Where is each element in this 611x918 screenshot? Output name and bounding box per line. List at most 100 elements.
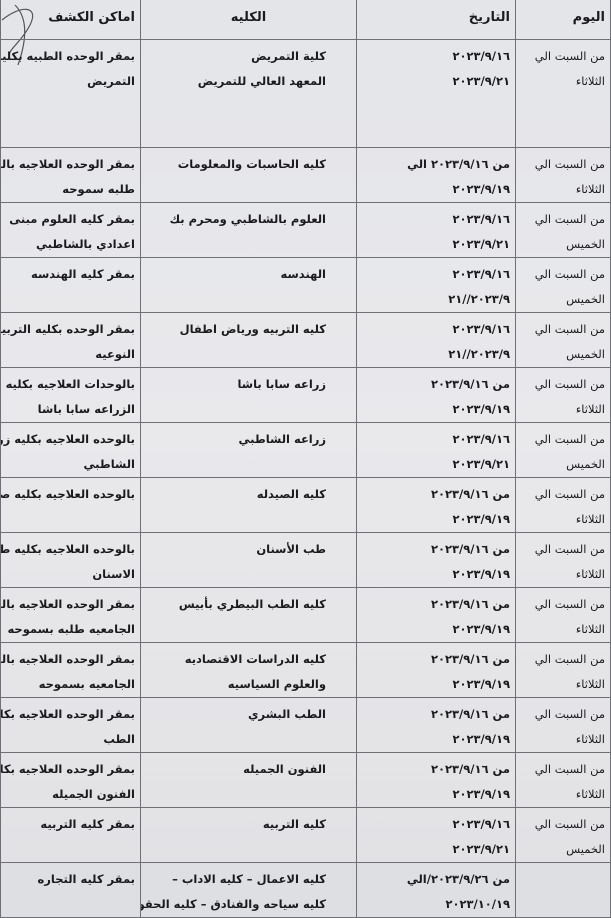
college-cell: الفنون الجميله bbox=[140, 752, 357, 808]
place-cell: بمقر كليه التربيه bbox=[0, 807, 141, 863]
day-text: الخميس bbox=[566, 237, 605, 251]
place-cell: بمقر الوحده العلاجيه بالمدينه الجامعيه بس… bbox=[0, 642, 141, 698]
day-text: من السبت الي bbox=[534, 707, 605, 721]
college-text: المعهد العالي للتمريض bbox=[197, 74, 326, 88]
college-cell: العلوم بالشاطبي ومحرم بك bbox=[140, 202, 357, 258]
college-text: زراعه سابا باشا bbox=[237, 377, 326, 391]
date-text: من ٢٠٢٣/٩/١٦ bbox=[430, 762, 510, 776]
college-cell: كلية التمريض المعهد العالي للتمريض bbox=[140, 39, 357, 148]
college-text: الهندسه bbox=[280, 267, 326, 281]
date-text: ٢٠٢٣/٩/٢١ bbox=[452, 74, 510, 88]
day-cell: من السبت الي الثلاثاء bbox=[515, 697, 611, 753]
date-text: من ٢٠٢٣/٩/١٦ bbox=[430, 652, 510, 666]
date-text: ٢٠٢٣/٩/٢١ bbox=[452, 237, 510, 251]
table-header-row: اليوم التاريخ الكليه اماكن الكشف bbox=[0, 0, 611, 40]
place-text: بمقر الوحده العلاجيه بكليه bbox=[0, 707, 136, 721]
college-cell: زراعه سابا باشا bbox=[140, 367, 357, 423]
day-text: الثلاثاء bbox=[575, 622, 605, 636]
place-text: الاسنان bbox=[92, 567, 135, 581]
day-cell: من السبت الي الثلاثاء bbox=[515, 532, 611, 588]
day-text: الثلاثاء bbox=[575, 732, 605, 746]
day-text: الخميس bbox=[566, 842, 605, 856]
place-text: اعدادي بالشاطبي bbox=[36, 237, 135, 251]
date-text: من ٢٠٢٣/٩/١٦ الي bbox=[407, 157, 510, 171]
header-place: اماكن الكشف bbox=[0, 0, 141, 40]
place-cell: بالوحده العلاجيه بكليه طب الاسنان bbox=[0, 532, 141, 588]
place-text: النوعيه bbox=[95, 347, 135, 361]
place-text: الفنون الجميله bbox=[52, 787, 135, 801]
day-cell: من السبت الي الثلاثاء bbox=[515, 587, 611, 643]
college-cell: كليه الاعمال – كليه الاداب – كليه سياحه و… bbox=[140, 862, 357, 918]
date-text: ٢٠٢٣/٩/١٦ bbox=[452, 267, 510, 281]
college-text: كليه الحاسبات والمعلومات bbox=[177, 157, 326, 171]
date-cell: ٢٠٢٣/٩/١٦ ٢٠٢٣/٩/٢١ bbox=[356, 422, 516, 478]
date-cell: من ٢٠٢٣/٩/١٦ ٢٠٢٣/٩/١٩ bbox=[356, 752, 516, 808]
day-text: الخميس bbox=[566, 292, 605, 306]
table-row: من السبت الي الثلاثاء من ٢٠٢٣/٩/١٦ ٢٠٢٣/٩/١… bbox=[0, 642, 611, 698]
place-text: الجامعيه طلبه بسموحه bbox=[7, 622, 135, 636]
date-cell: من ٢٠٢٣/٩/١٦ ٢٠٢٣/٩/١٩ bbox=[356, 642, 516, 698]
date-text: ٢٠٢٣/٩/١٩ bbox=[452, 402, 510, 416]
table-row: من السبت الي الثلاثاء من ٢٠٢٣/٩/١٦ ٢٠٢٣/٩/١… bbox=[0, 697, 611, 753]
date-cell: ٢٠٢٣/٩/١٦ ٢٠٢٣/٩/٢١ bbox=[356, 202, 516, 258]
place-text: بمقر الوحده الطبيه بكليه bbox=[0, 49, 136, 63]
date-text: من ٢٠٢٣/٩/١٦ bbox=[430, 707, 510, 721]
day-text: من السبت الي bbox=[534, 49, 605, 63]
college-text: كليه الطب البيطري بأبيس bbox=[178, 597, 326, 611]
day-text: الثلاثاء bbox=[575, 512, 605, 526]
college-text: كليه الاعمال – كليه الاداب – bbox=[172, 872, 326, 886]
place-text: بمقر كليه التجاره bbox=[37, 872, 136, 886]
date-text: ٢٠٢٣/٩/٢١ bbox=[452, 842, 510, 856]
place-cell: بالوحده العلاجيه بكليه صيدله bbox=[0, 477, 141, 533]
date-text: ٢٠٢٣/٩/١٦ bbox=[452, 432, 510, 446]
date-text: ٢٠٢٣/٩/١٩ bbox=[452, 182, 510, 196]
header-college: الكليه bbox=[140, 0, 357, 40]
date-text: ٢٠٢٣/٩/١٩ bbox=[452, 512, 510, 526]
place-text: بمقر الوحده العلاجيه بالمدينه bbox=[1, 157, 136, 171]
place-cell: بمقر الوحده العلاجيه بكليه الطب bbox=[0, 697, 141, 753]
date-text: ٢٠٢٣/٩/١٩ bbox=[452, 622, 510, 636]
table-row: من السبت الي الخميس ٢٠٢٣/٩/١٦ ٢٠٢٣/٩//٢١ اله… bbox=[0, 257, 611, 313]
day-text: الثلاثاء bbox=[575, 787, 605, 801]
day-cell: من السبت الي الثلاثاء bbox=[515, 367, 611, 423]
college-text: كليه سياحه والفنادق – كليه الحقوق bbox=[140, 897, 327, 911]
table-row: من السبت الي الخميس ٢٠٢٣/٩/١٦ ٢٠٢٣/٩/٢١ كليه… bbox=[0, 807, 611, 863]
college-text: العلوم بالشاطبي ومحرم بك bbox=[169, 212, 326, 226]
place-cell: بمقر كليه التجاره bbox=[0, 862, 141, 918]
place-cell: بمقر كليه العلوم مبنى اعدادي بالشاطبي bbox=[0, 202, 141, 258]
day-text: من السبت الي bbox=[534, 487, 605, 501]
day-text: من السبت الي bbox=[534, 377, 605, 391]
date-cell: من ٢٠٢٣/٩/١٦ الي ٢٠٢٣/٩/١٩ bbox=[356, 147, 516, 203]
place-cell: بمقر الوحده العلاجيه بالمدينه طلبه سموحه bbox=[0, 147, 141, 203]
college-text: كليه الدراسات الاقتصاديه bbox=[184, 652, 326, 666]
date-text: ٢٠٢٣/٩/١٩ bbox=[452, 567, 510, 581]
date-text: ٢٠٢٣/٩/١٩ bbox=[452, 677, 510, 691]
place-text: بمقر كليه التربيه bbox=[40, 817, 135, 831]
day-text: من السبت الي bbox=[534, 157, 605, 171]
college-cell: الهندسه bbox=[140, 257, 357, 313]
college-cell: كليه الحاسبات والمعلومات bbox=[140, 147, 357, 203]
college-cell: الطب البشري bbox=[140, 697, 357, 753]
date-text: من ٢٠٢٣/٩/١٦ bbox=[430, 487, 510, 501]
day-text: الثلاثاء bbox=[575, 402, 605, 416]
date-text: من ٢٠٢٣/٩/١٦ bbox=[430, 542, 510, 556]
day-text: الثلاثاء bbox=[575, 182, 605, 196]
place-cell: بمقر كليه الهندسه bbox=[0, 257, 141, 313]
college-text: والعلوم السياسيه bbox=[227, 677, 326, 691]
college-cell: زراعه الشاطبي bbox=[140, 422, 357, 478]
place-cell: بمقر الوحده الطبيه بكليه التمريض bbox=[0, 39, 141, 148]
place-text: الطب bbox=[103, 732, 135, 746]
day-cell: من السبت الي الثلاثاء bbox=[515, 642, 611, 698]
place-text: الجامعيه بسموحه bbox=[38, 677, 135, 691]
day-cell: من السبت الي الخميس bbox=[515, 312, 611, 368]
day-text: من السبت الي bbox=[534, 762, 605, 776]
date-text: ٢٠٢٣/١٠/١٩ bbox=[445, 897, 510, 911]
place-cell: بالوحده العلاجيه بكليه زراعه الشاطبي bbox=[0, 422, 141, 478]
date-cell: ٢٠٢٣/٩/١٦ ٢٠٢٣/٩//٢١ bbox=[356, 312, 516, 368]
table-row: من السبت الي الثلاثاء من ٢٠٢٣/٩/١٦ ٢٠٢٣/٩/١… bbox=[0, 477, 611, 533]
day-text: من السبت الي bbox=[534, 322, 605, 336]
place-text: بمقر الوحده العلاجيه بالمدينه bbox=[1, 597, 136, 611]
college-text: الطب البشري bbox=[248, 707, 326, 721]
table-row: من السبت الي الثلاثاء من ٢٠٢٣/٩/١٦ ٢٠٢٣/٩/١… bbox=[0, 367, 611, 423]
